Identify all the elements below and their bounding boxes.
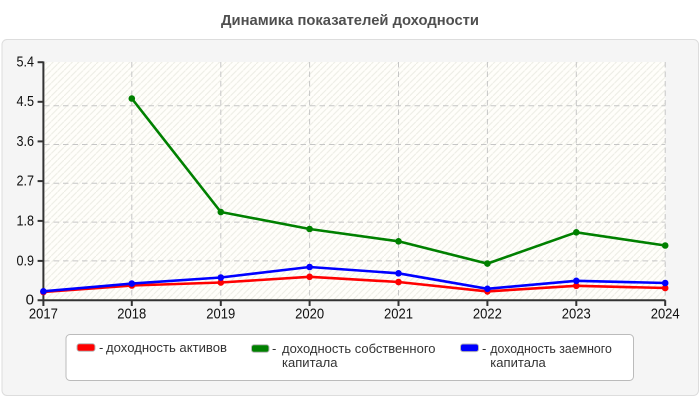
svg-text:2023: 2023 xyxy=(562,305,591,322)
svg-text:1.8: 1.8 xyxy=(17,212,35,229)
svg-text:доходность собственного: доходность собственного xyxy=(282,341,436,356)
svg-text:Динамика показателей доходност: Динамика показателей доходности xyxy=(221,12,479,29)
svg-text:2024: 2024 xyxy=(651,305,680,322)
svg-text:0.9: 0.9 xyxy=(17,252,35,269)
svg-text:2.7: 2.7 xyxy=(17,173,35,190)
svg-text:5.4: 5.4 xyxy=(17,54,35,71)
svg-text:капитала: капитала xyxy=(282,355,338,370)
svg-text:2017: 2017 xyxy=(29,305,58,322)
svg-text:2019: 2019 xyxy=(206,305,235,322)
svg-text:2022: 2022 xyxy=(473,305,502,322)
svg-text:0: 0 xyxy=(26,292,34,309)
svg-text:-: - xyxy=(482,341,486,356)
svg-text:-: - xyxy=(272,341,276,356)
svg-text:2018: 2018 xyxy=(117,305,146,322)
svg-text:-: - xyxy=(99,340,103,355)
svg-text:2020: 2020 xyxy=(295,305,324,322)
svg-text:3.6: 3.6 xyxy=(17,133,35,150)
svg-text:2021: 2021 xyxy=(384,305,413,322)
svg-text:капитала: капитала xyxy=(490,355,546,370)
svg-text:доходность заемного: доходность заемного xyxy=(490,341,612,356)
svg-text:4.5: 4.5 xyxy=(17,93,35,110)
svg-text:доходность активов: доходность активов xyxy=(106,340,227,355)
